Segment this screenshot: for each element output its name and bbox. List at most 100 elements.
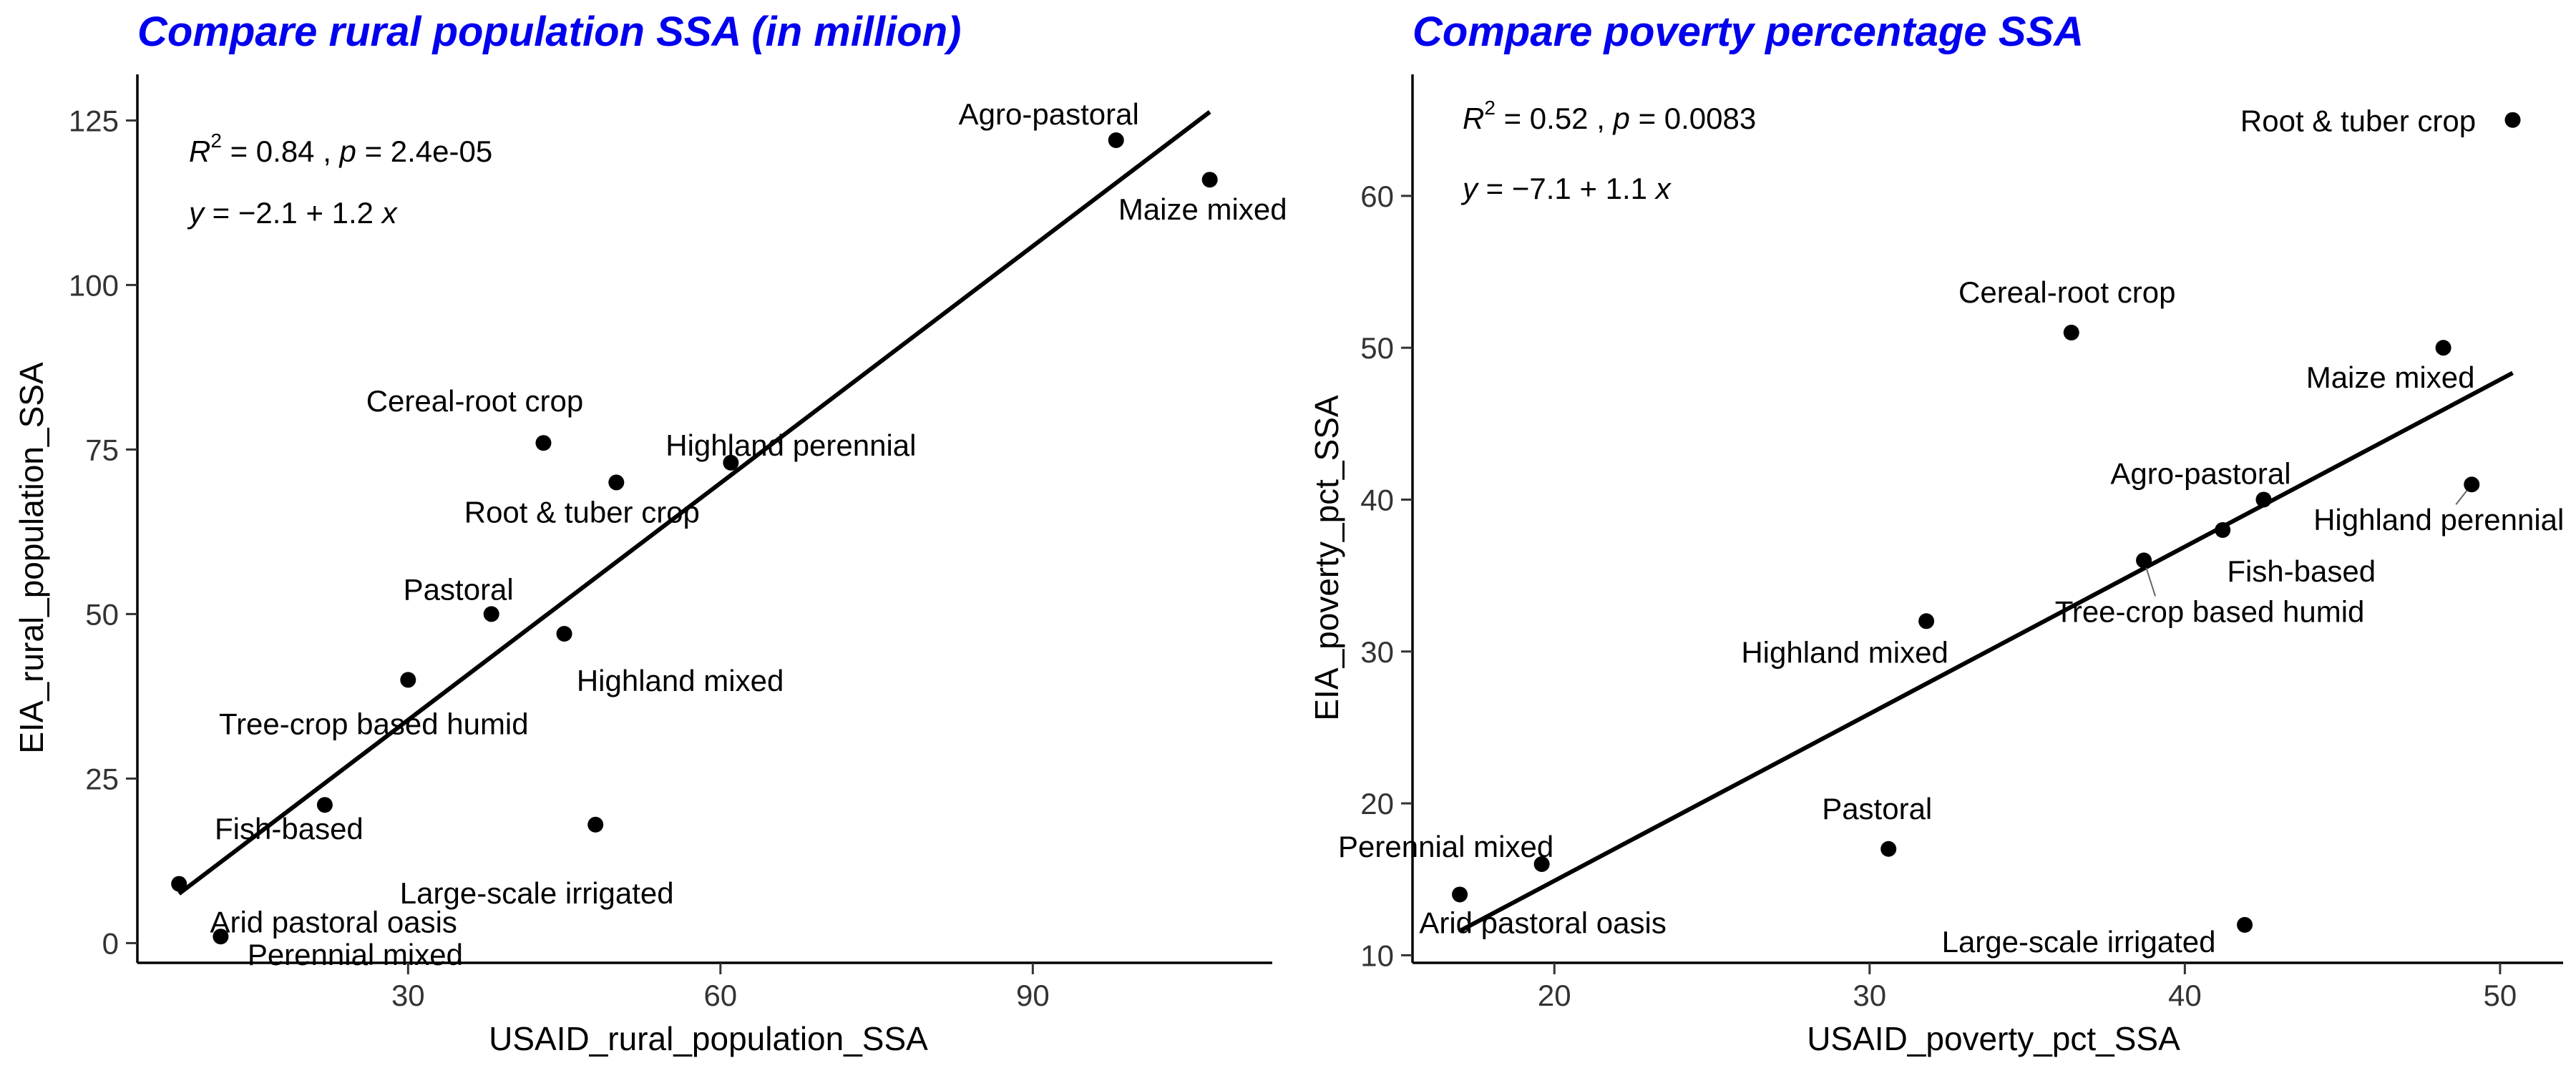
y-axis-title: EIA_rural_population_SSA bbox=[13, 362, 50, 754]
r2-exponent: 2 bbox=[1484, 97, 1496, 119]
point-label: Maize mixed bbox=[1118, 192, 1287, 226]
point-label: Root & tuber crop bbox=[464, 495, 700, 529]
point-label: Agro-pastoral bbox=[959, 97, 1139, 131]
point-label: Highland mixed bbox=[577, 664, 784, 697]
data-point bbox=[483, 606, 499, 622]
y-tick-label: 50 bbox=[85, 597, 119, 631]
eq-x-symbol: x bbox=[381, 196, 399, 230]
data-point bbox=[2504, 112, 2521, 128]
point-label: Highland mixed bbox=[1741, 635, 1948, 669]
regression-stats: R2 = 0.84 , p = 2.4e-05 y = −2.1 + 1.2 x bbox=[187, 129, 492, 230]
y-tick-label: 40 bbox=[1360, 483, 1394, 516]
r2-p-annotation: R2 = 0.84 , p = 2.4e-05 bbox=[189, 129, 492, 168]
r2-value: = 0.84 , bbox=[222, 134, 340, 168]
eq-coefficients: = −7.1 + 1.1 bbox=[1478, 172, 1656, 205]
chart-title: Compare rural population SSA (in million… bbox=[137, 9, 961, 55]
data-point bbox=[535, 435, 552, 451]
point-label: Root & tuber crop bbox=[2240, 104, 2476, 138]
x-axis-title: USAID_rural_population_SSA bbox=[489, 1020, 928, 1057]
regression-stats: R2 = 0.52 , p = 0.0083 y = −7.1 + 1.1 x bbox=[1460, 97, 1756, 205]
data-point bbox=[723, 454, 739, 471]
data-point bbox=[2435, 340, 2451, 356]
point-label: Arid pastoral oasis bbox=[1419, 906, 1667, 939]
data-point bbox=[556, 626, 572, 642]
x-tick-label: 90 bbox=[1016, 979, 1050, 1012]
data-point bbox=[1452, 886, 1468, 903]
point-label: Fish-based bbox=[2227, 554, 2376, 588]
regression-equation: y = −7.1 + 1.1 x bbox=[1460, 172, 1672, 205]
point-label: Agro-pastoral bbox=[2110, 456, 2290, 490]
data-point bbox=[171, 876, 187, 892]
x-tick-label: 30 bbox=[391, 979, 425, 1012]
point-label: Fish-based bbox=[215, 812, 364, 846]
y-tick-label: 100 bbox=[69, 268, 119, 302]
point-label: Pastoral bbox=[1822, 792, 1932, 825]
data-point bbox=[1108, 132, 1124, 148]
data-point bbox=[400, 672, 416, 688]
p-value: = 2.4e-05 bbox=[356, 134, 492, 168]
point-label: Tree-crop based humid bbox=[2055, 594, 2365, 628]
data-point bbox=[1201, 172, 1218, 188]
regression-line bbox=[1458, 371, 2514, 934]
chart-title: Compare poverty percentage SSA bbox=[1413, 9, 2084, 55]
p-symbol: p bbox=[1612, 102, 1630, 135]
data-point bbox=[608, 474, 625, 491]
data-point bbox=[587, 816, 604, 833]
data-point bbox=[2063, 324, 2079, 340]
point-label: Perennial mixed bbox=[248, 938, 463, 971]
point-label: Large-scale irrigated bbox=[400, 876, 674, 910]
y-tick-label: 30 bbox=[1360, 635, 1394, 669]
r2-p-annotation: R2 = 0.52 , p = 0.0083 bbox=[1463, 97, 1756, 135]
point-label: Cereal-root crop bbox=[1958, 275, 2175, 309]
y-tick-label: 25 bbox=[85, 762, 119, 795]
data-point bbox=[316, 797, 333, 813]
eq-coefficients: = −2.1 + 1.2 bbox=[204, 196, 382, 230]
data-point bbox=[2237, 916, 2253, 933]
y-tick-label: 10 bbox=[1360, 939, 1394, 972]
eq-y-symbol: y bbox=[187, 196, 206, 230]
point-label: Arid pastoral oasis bbox=[210, 906, 457, 939]
data-point bbox=[1533, 856, 1550, 872]
eq-x-symbol: x bbox=[1654, 172, 1672, 205]
poverty-percentage-panel: Compare poverty percentage SSA USAID_pov… bbox=[1308, 9, 2564, 1057]
x-tick-label: 60 bbox=[703, 979, 737, 1012]
y-tick-label: 125 bbox=[69, 104, 119, 137]
y-tick-label: 0 bbox=[102, 926, 119, 960]
data-point bbox=[213, 929, 229, 945]
data-point bbox=[2464, 476, 2480, 493]
data-point bbox=[2255, 491, 2272, 508]
point-label: Pastoral bbox=[404, 572, 514, 606]
data-point bbox=[2136, 552, 2152, 569]
y-tick-label: 75 bbox=[85, 433, 119, 466]
x-tick-label: 20 bbox=[1538, 979, 1571, 1012]
point-label: Tree-crop based humid bbox=[219, 707, 529, 740]
x-tick-label: 30 bbox=[1853, 979, 1886, 1012]
y-tick-label: 50 bbox=[1360, 331, 1394, 365]
point-label: Cereal-root crop bbox=[366, 384, 583, 418]
point-label: Perennial mixed bbox=[1338, 830, 1553, 863]
r2-symbol: R bbox=[1463, 102, 1484, 135]
r2-exponent: 2 bbox=[210, 129, 222, 152]
y-axis-title: EIA_poverty_pct_SSA bbox=[1308, 395, 1345, 720]
y-tick-label: 20 bbox=[1360, 787, 1394, 820]
point-label: Highland perennial bbox=[665, 428, 916, 462]
regression-line bbox=[177, 110, 1211, 896]
data-point bbox=[1880, 841, 1897, 857]
p-symbol: p bbox=[338, 134, 356, 168]
point-label: Large-scale irrigated bbox=[1942, 925, 2216, 959]
y-tick-label: 60 bbox=[1360, 180, 1394, 213]
x-axis-title: USAID_poverty_pct_SSA bbox=[1807, 1020, 2180, 1057]
r2-value: = 0.52 , bbox=[1496, 102, 1614, 135]
point-label: Maize mixed bbox=[2306, 361, 2475, 394]
eq-y-symbol: y bbox=[1460, 172, 1480, 205]
rural-population-panel: Compare rural population SSA (in million… bbox=[13, 9, 1287, 1057]
r2-symbol: R bbox=[189, 134, 210, 168]
x-tick-label: 40 bbox=[2168, 979, 2202, 1012]
point-label: Highland perennial bbox=[2313, 503, 2564, 536]
regression-equation: y = −2.1 + 1.2 x bbox=[187, 196, 399, 230]
data-point bbox=[2215, 521, 2231, 538]
p-value: = 0.0083 bbox=[1630, 102, 1756, 135]
x-tick-label: 50 bbox=[2484, 979, 2517, 1012]
